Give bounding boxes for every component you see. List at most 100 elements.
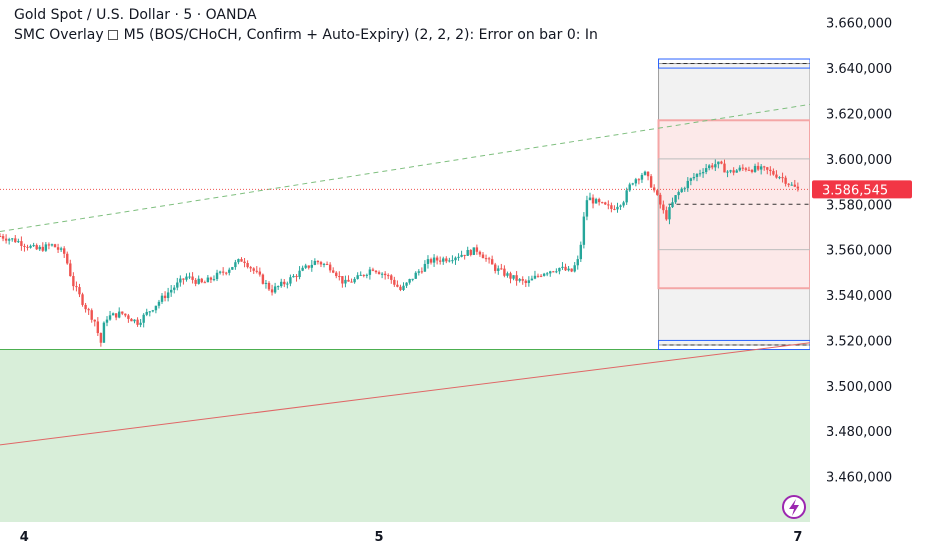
candle-body: [11, 238, 14, 240]
candle-body: [264, 282, 268, 284]
candle-body: [753, 165, 757, 172]
candle-body: [191, 276, 194, 280]
candle-body: [665, 210, 668, 220]
candle-body: [741, 167, 745, 169]
candle-body: [539, 275, 543, 277]
candle-body: [695, 173, 699, 177]
candle-body: [454, 257, 457, 261]
candle-body: [87, 309, 90, 311]
candle-body: [668, 207, 671, 220]
candle-body: [283, 281, 286, 285]
candle-body: [1, 236, 5, 239]
candle-body: [66, 253, 69, 264]
candle-body: [148, 311, 151, 313]
candle-body: [200, 278, 203, 283]
candle-body: [646, 171, 650, 177]
candle-body: [261, 274, 265, 284]
candle-body: [255, 270, 258, 272]
candle-body: [243, 261, 246, 264]
candle-body: [414, 272, 417, 279]
candle-body: [130, 318, 133, 322]
candle-body: [720, 161, 723, 164]
candle-body: [17, 241, 20, 243]
candle-body: [335, 272, 338, 277]
candle-body: [677, 192, 680, 196]
candle-body: [442, 258, 445, 262]
candle-body: [524, 280, 527, 283]
candle-body: [763, 166, 766, 168]
candle-body: [698, 173, 702, 175]
candle-body: [643, 171, 647, 175]
candle-body: [270, 289, 274, 293]
tradingview-logo-icon[interactable]: [782, 495, 806, 519]
y-tick-label: 3.600,000: [826, 153, 892, 168]
candle-body: [552, 271, 555, 273]
candle-body: [484, 258, 488, 260]
candle-body: [212, 279, 216, 281]
x-tick-label: 4: [20, 530, 29, 545]
candle-body: [84, 304, 87, 310]
candle-body: [759, 166, 763, 170]
candle-body: [729, 170, 732, 172]
candle-body: [460, 254, 463, 257]
candle-body: [619, 205, 622, 207]
time-axis[interactable]: 4 5 7: [0, 522, 810, 550]
candle-body: [659, 194, 662, 205]
candle-body: [533, 275, 537, 279]
y-tick-label: 3.500,000: [826, 380, 892, 395]
candle-body: [457, 256, 460, 258]
candle-body: [500, 268, 503, 270]
candle-body: [121, 311, 124, 314]
candle-body: [585, 200, 589, 217]
candle-body: [362, 274, 365, 276]
candle-body: [32, 245, 35, 247]
candle-body: [637, 179, 641, 181]
price-axis[interactable]: 3.660,000 3.640,000 3.620,000 3.600,000 3.58…: [810, 0, 932, 550]
candle-body: [448, 260, 451, 262]
candle-body: [402, 285, 405, 290]
candle-body: [50, 244, 54, 246]
candle-body: [307, 265, 310, 268]
candle-body: [209, 277, 213, 280]
candle-body: [420, 271, 424, 273]
indicator-legend[interactable]: SMC Overlay M5 (BOS/CHoCH, Confirm + Auto…: [14, 27, 598, 43]
time-axis-bg: [0, 522, 810, 550]
candle-body: [344, 279, 347, 284]
last-price-label: 3.586,545: [822, 183, 888, 198]
candle-body: [769, 169, 772, 172]
candle-body: [319, 262, 323, 265]
candle-body: [616, 206, 619, 210]
candle-body: [405, 282, 408, 286]
candle-body: [182, 278, 185, 280]
candle-body: [347, 279, 350, 282]
candle-body: [625, 190, 628, 203]
candle-body: [166, 292, 170, 299]
candle-body: [14, 238, 17, 243]
candle-body: [332, 270, 335, 273]
candle-body: [154, 305, 158, 311]
candle-body: [601, 202, 604, 204]
candle-body: [766, 167, 769, 170]
candle-body: [756, 165, 760, 170]
candle-body: [438, 260, 442, 262]
candle-body: [445, 258, 448, 262]
candle-body: [649, 176, 653, 188]
candle-body: [582, 216, 586, 245]
candle-body: [225, 272, 228, 274]
candle-body: [481, 254, 485, 259]
symbol-title[interactable]: Gold Spot / U.S. Dollar · 5 · OANDA: [14, 7, 257, 23]
candle-body: [432, 257, 436, 263]
candle-body: [387, 275, 390, 277]
candle-body: [717, 161, 720, 165]
candle-body: [790, 184, 793, 186]
candle-body: [62, 248, 66, 254]
y-tick-label: 3.520,000: [826, 334, 892, 349]
candle-body: [472, 247, 476, 255]
candle-body: [683, 188, 686, 190]
indicator-settings-icon[interactable]: [107, 30, 118, 40]
candle-body: [286, 283, 289, 285]
candle-body: [775, 174, 778, 178]
candle-body: [604, 202, 607, 205]
